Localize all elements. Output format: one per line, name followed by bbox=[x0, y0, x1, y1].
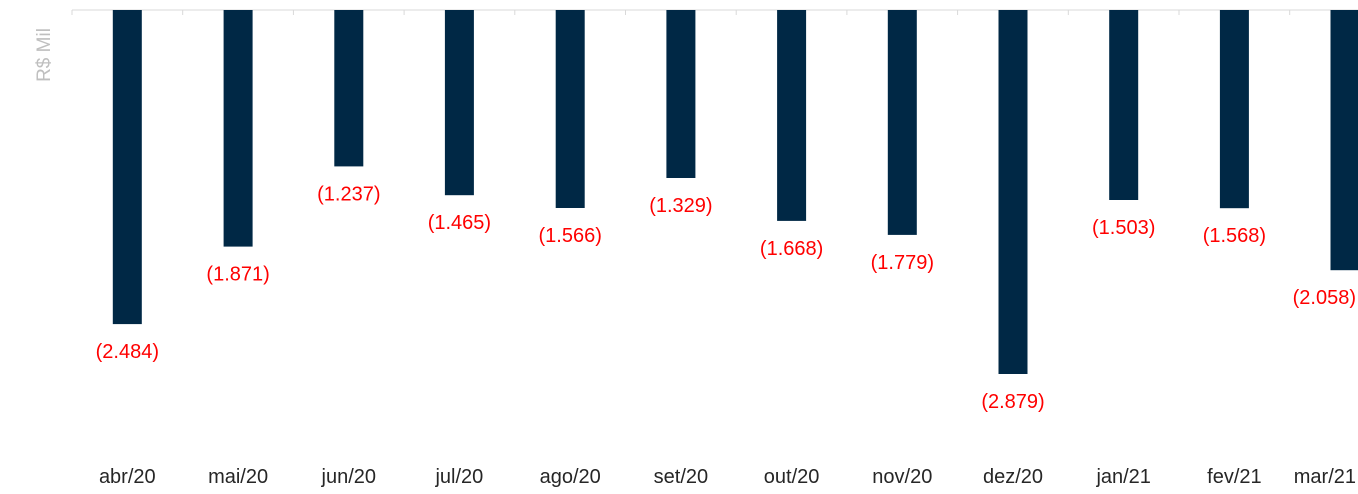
category-label: out/20 bbox=[764, 466, 820, 488]
data-label: (1.871) bbox=[206, 264, 269, 286]
category-label: jul/20 bbox=[434, 466, 483, 488]
data-label: (1.566) bbox=[539, 225, 602, 247]
data-label: (1.779) bbox=[871, 252, 934, 274]
y-axis-label: R$ Mil bbox=[34, 28, 55, 82]
data-label: (2.879) bbox=[981, 391, 1044, 413]
bar-jun-20 bbox=[334, 10, 364, 167]
category-label: abr/20 bbox=[99, 466, 156, 488]
category-label: set/20 bbox=[654, 466, 708, 488]
data-label: (1.568) bbox=[1203, 225, 1266, 247]
category-label: dez/20 bbox=[983, 466, 1043, 488]
bar-abr-20 bbox=[112, 10, 142, 325]
category-label: jun/20 bbox=[321, 466, 377, 488]
data-label: (1.668) bbox=[760, 238, 823, 260]
data-label: (2.058) bbox=[1293, 287, 1356, 309]
bar-set-20 bbox=[666, 10, 696, 178]
bar-dez-20 bbox=[998, 10, 1028, 374]
category-label: jan/21 bbox=[1095, 466, 1151, 488]
category-label: nov/20 bbox=[872, 466, 932, 488]
data-label: (1.503) bbox=[1092, 217, 1155, 239]
category-label: mai/20 bbox=[208, 466, 268, 488]
data-label: (1.465) bbox=[428, 212, 491, 234]
bar-jan-21 bbox=[1109, 10, 1139, 200]
category-label: mar/21 bbox=[1294, 466, 1356, 488]
data-label: (1.329) bbox=[649, 195, 712, 217]
bar-nov-20 bbox=[887, 10, 917, 235]
bar-ago-20 bbox=[555, 10, 585, 208]
bar-mar-21 bbox=[1330, 10, 1358, 271]
bar-jul-20 bbox=[444, 10, 474, 196]
data-label: (2.484) bbox=[96, 341, 159, 363]
category-label: fev/21 bbox=[1207, 466, 1261, 488]
bar-mai-20 bbox=[223, 10, 253, 247]
data-label: (1.237) bbox=[317, 183, 380, 205]
bar-fev-21 bbox=[1219, 10, 1249, 209]
category-label: ago/20 bbox=[540, 466, 601, 488]
bar-out-20 bbox=[777, 10, 807, 221]
